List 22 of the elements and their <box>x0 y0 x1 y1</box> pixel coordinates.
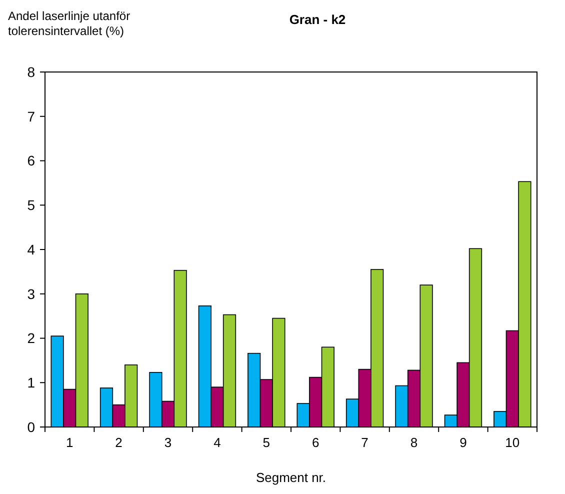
y-tick-label: 4 <box>27 241 36 258</box>
y-tick-label: 7 <box>27 108 36 124</box>
x-tick-label: 10 <box>505 435 520 450</box>
y-tick-label: 6 <box>27 152 36 169</box>
x-tick-label: 7 <box>361 435 368 450</box>
y-tick-label: 3 <box>27 286 36 302</box>
x-tick-label: 3 <box>164 435 172 450</box>
x-tick-label: 2 <box>115 435 122 450</box>
x-tick-label: 4 <box>214 435 221 450</box>
x-tick-label: 5 <box>262 435 270 450</box>
y-tick-label: 2 <box>27 330 36 346</box>
x-tick-label: 8 <box>410 435 418 450</box>
y-tick-label: 1 <box>27 374 36 391</box>
x-tick-label: 1 <box>66 435 74 450</box>
x-tick-label: 9 <box>460 435 467 450</box>
chart-title: Gran - k2 <box>289 12 346 27</box>
y-tick-label: 8 <box>27 64 36 80</box>
y-tick-label: 0 <box>27 418 36 435</box>
x-axis-title: Segment nr. <box>256 470 326 485</box>
y-tick-label: 5 <box>27 197 36 214</box>
x-tick-label: 6 <box>312 435 320 450</box>
y-axis-title: Andel laserlinje utanför tolerensintervallet (%) <box>8 9 130 38</box>
